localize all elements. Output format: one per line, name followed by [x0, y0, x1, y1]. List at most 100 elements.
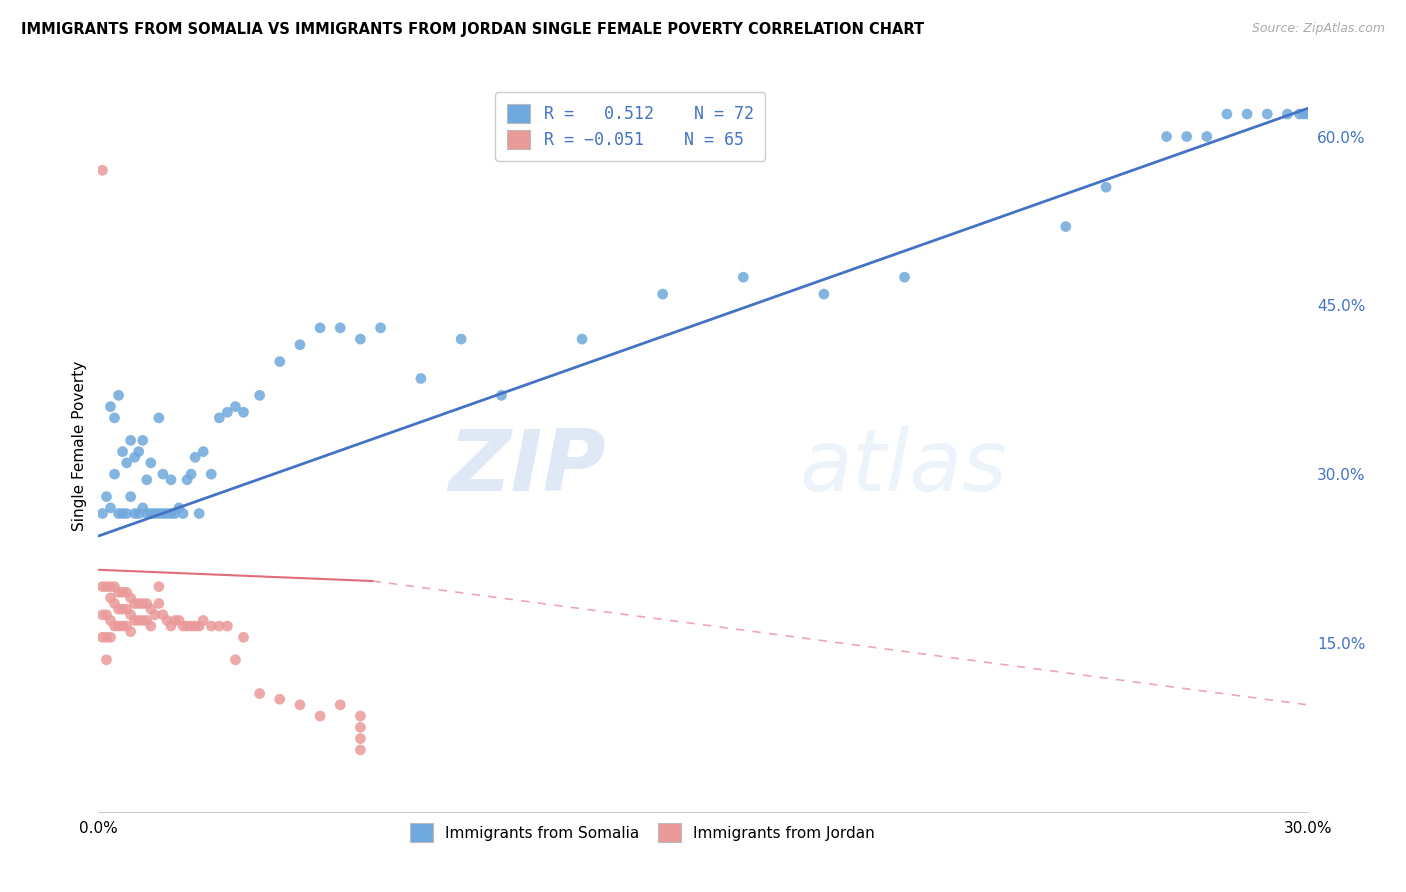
- Point: [651, 287, 673, 301]
- Text: Source: ZipAtlas.com: Source: ZipAtlas.com: [1251, 22, 1385, 36]
- Point: [349, 720, 371, 734]
- Point: [409, 371, 432, 385]
- Point: [132, 434, 155, 448]
- Text: atlas: atlas: [800, 426, 1008, 509]
- Point: [139, 507, 162, 521]
- Point: [111, 507, 134, 521]
- Point: [172, 619, 194, 633]
- Point: [1296, 107, 1319, 121]
- Point: [132, 597, 155, 611]
- Point: [152, 507, 174, 521]
- Point: [571, 332, 593, 346]
- Point: [224, 400, 246, 414]
- Point: [180, 467, 202, 482]
- Point: [152, 467, 174, 482]
- Point: [208, 410, 231, 425]
- Point: [160, 507, 183, 521]
- Point: [200, 619, 222, 633]
- Point: [288, 337, 311, 351]
- Point: [107, 507, 129, 521]
- Point: [813, 287, 835, 301]
- Point: [115, 507, 138, 521]
- Point: [128, 614, 150, 628]
- Point: [349, 332, 371, 346]
- Point: [160, 473, 183, 487]
- Point: [132, 614, 155, 628]
- Point: [135, 614, 157, 628]
- Point: [128, 597, 150, 611]
- Point: [288, 698, 311, 712]
- Point: [1292, 107, 1315, 121]
- Point: [309, 709, 332, 723]
- Point: [180, 619, 202, 633]
- Point: [349, 709, 371, 723]
- Point: [100, 614, 122, 628]
- Y-axis label: Single Female Poverty: Single Female Poverty: [72, 361, 87, 531]
- Point: [176, 473, 198, 487]
- Point: [107, 585, 129, 599]
- Point: [139, 456, 162, 470]
- Point: [96, 607, 118, 622]
- Point: [91, 607, 114, 622]
- Point: [135, 507, 157, 521]
- Point: [200, 467, 222, 482]
- Point: [193, 444, 215, 458]
- Point: [167, 500, 190, 515]
- Point: [249, 687, 271, 701]
- Point: [1175, 129, 1198, 144]
- Point: [111, 444, 134, 458]
- Point: [120, 591, 142, 605]
- Point: [135, 597, 157, 611]
- Point: [156, 614, 179, 628]
- Point: [167, 614, 190, 628]
- Point: [172, 507, 194, 521]
- Point: [1156, 129, 1178, 144]
- Point: [103, 467, 125, 482]
- Point: [148, 597, 170, 611]
- Point: [1288, 107, 1310, 121]
- Point: [111, 585, 134, 599]
- Point: [269, 354, 291, 368]
- Point: [143, 507, 166, 521]
- Point: [120, 490, 142, 504]
- Point: [139, 619, 162, 633]
- Point: [128, 507, 150, 521]
- Point: [163, 507, 186, 521]
- Point: [329, 698, 352, 712]
- Point: [193, 614, 215, 628]
- Point: [124, 450, 146, 465]
- Point: [91, 630, 114, 644]
- Point: [100, 630, 122, 644]
- Point: [1256, 107, 1278, 121]
- Point: [188, 619, 211, 633]
- Point: [96, 653, 118, 667]
- Point: [217, 619, 239, 633]
- Point: [139, 602, 162, 616]
- Text: IMMIGRANTS FROM SOMALIA VS IMMIGRANTS FROM JORDAN SINGLE FEMALE POVERTY CORRELAT: IMMIGRANTS FROM SOMALIA VS IMMIGRANTS FR…: [21, 22, 924, 37]
- Point: [329, 321, 352, 335]
- Point: [208, 619, 231, 633]
- Point: [103, 580, 125, 594]
- Point: [124, 507, 146, 521]
- Point: [100, 400, 122, 414]
- Point: [107, 388, 129, 402]
- Point: [224, 653, 246, 667]
- Point: [370, 321, 392, 335]
- Point: [107, 619, 129, 633]
- Point: [163, 614, 186, 628]
- Point: [100, 500, 122, 515]
- Point: [124, 597, 146, 611]
- Point: [450, 332, 472, 346]
- Point: [232, 405, 254, 419]
- Point: [91, 580, 114, 594]
- Point: [1095, 180, 1118, 194]
- Point: [91, 163, 114, 178]
- Text: ZIP: ZIP: [449, 426, 606, 509]
- Point: [349, 743, 371, 757]
- Point: [1054, 219, 1077, 234]
- Point: [217, 405, 239, 419]
- Point: [103, 597, 125, 611]
- Point: [184, 450, 207, 465]
- Point: [107, 602, 129, 616]
- Point: [1195, 129, 1218, 144]
